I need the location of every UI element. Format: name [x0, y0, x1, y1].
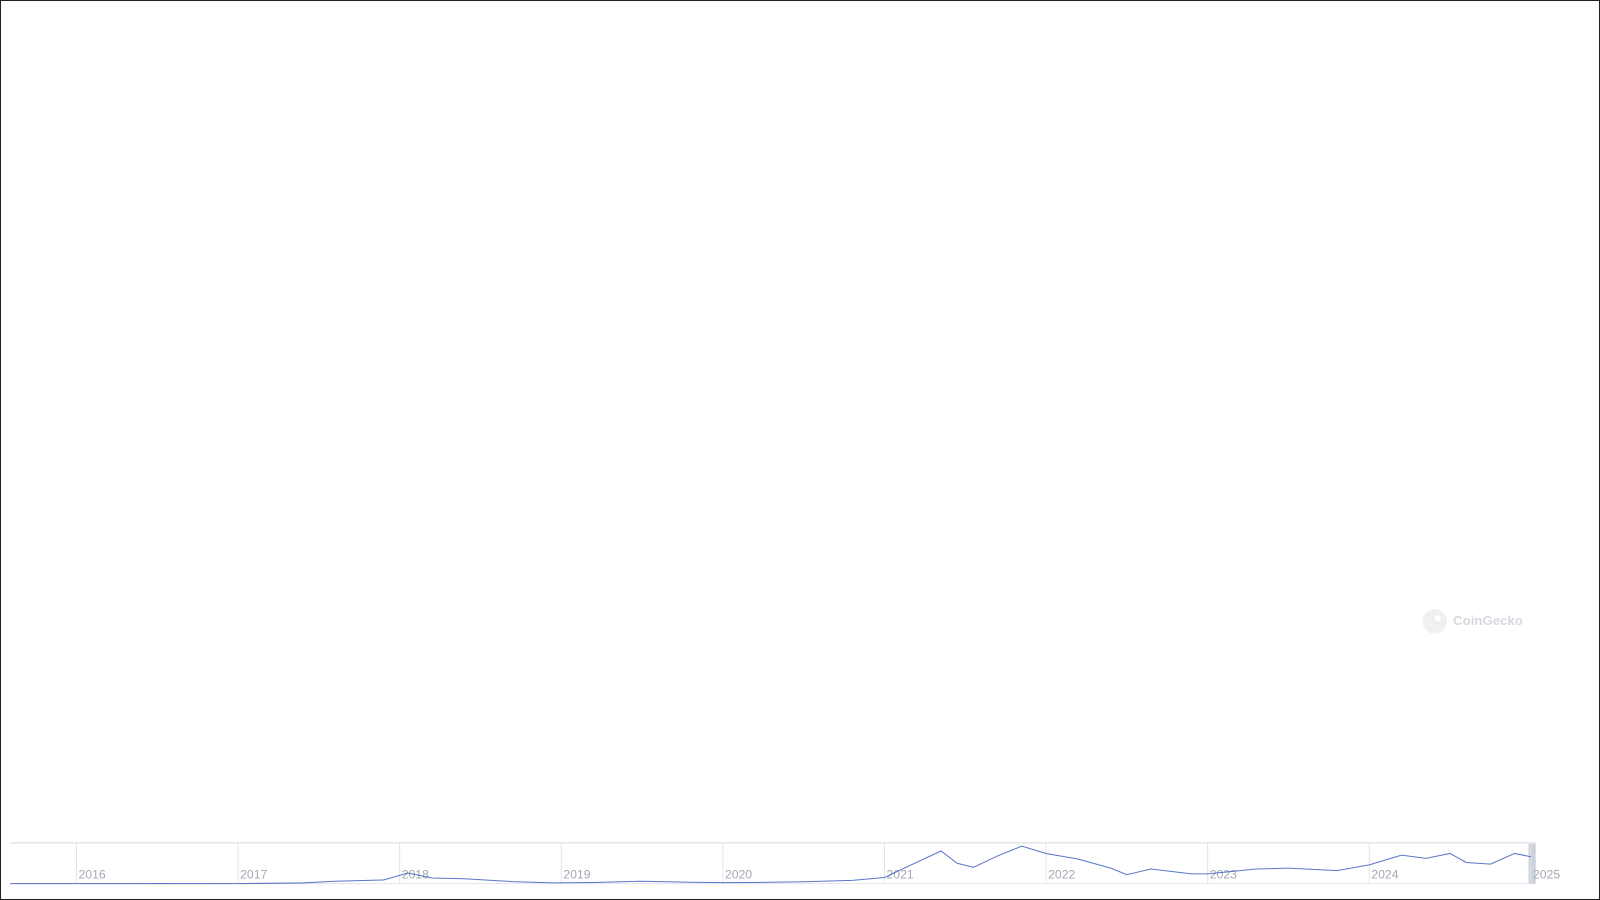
watermark: CoinGecko: [1422, 609, 1523, 634]
navigator-year-label: 2022: [1048, 868, 1075, 882]
navigator-year-label: 2025: [1533, 868, 1560, 882]
navigator-year-label: 2020: [725, 868, 752, 882]
navigator-year-label: 2024: [1371, 868, 1398, 882]
navigator-year-label: 2019: [563, 868, 590, 882]
navigator-year-label: 2016: [79, 868, 106, 882]
watermark-logo-eye: [1434, 615, 1441, 622]
navigator-handle[interactable]: [1528, 843, 1536, 884]
watermark-logo: [1422, 609, 1447, 634]
navigator-year-label: 2023: [1210, 868, 1237, 882]
navigator-line: [10, 845, 1531, 885]
navigator-year-label: 2021: [887, 868, 914, 882]
watermark-text: CoinGecko: [1453, 613, 1523, 628]
navigator-year-label: 2017: [240, 868, 267, 882]
navigator: 2016 2017 2018 2019 2020 2021 2022 2023 2024 2025: [10, 842, 1560, 885]
